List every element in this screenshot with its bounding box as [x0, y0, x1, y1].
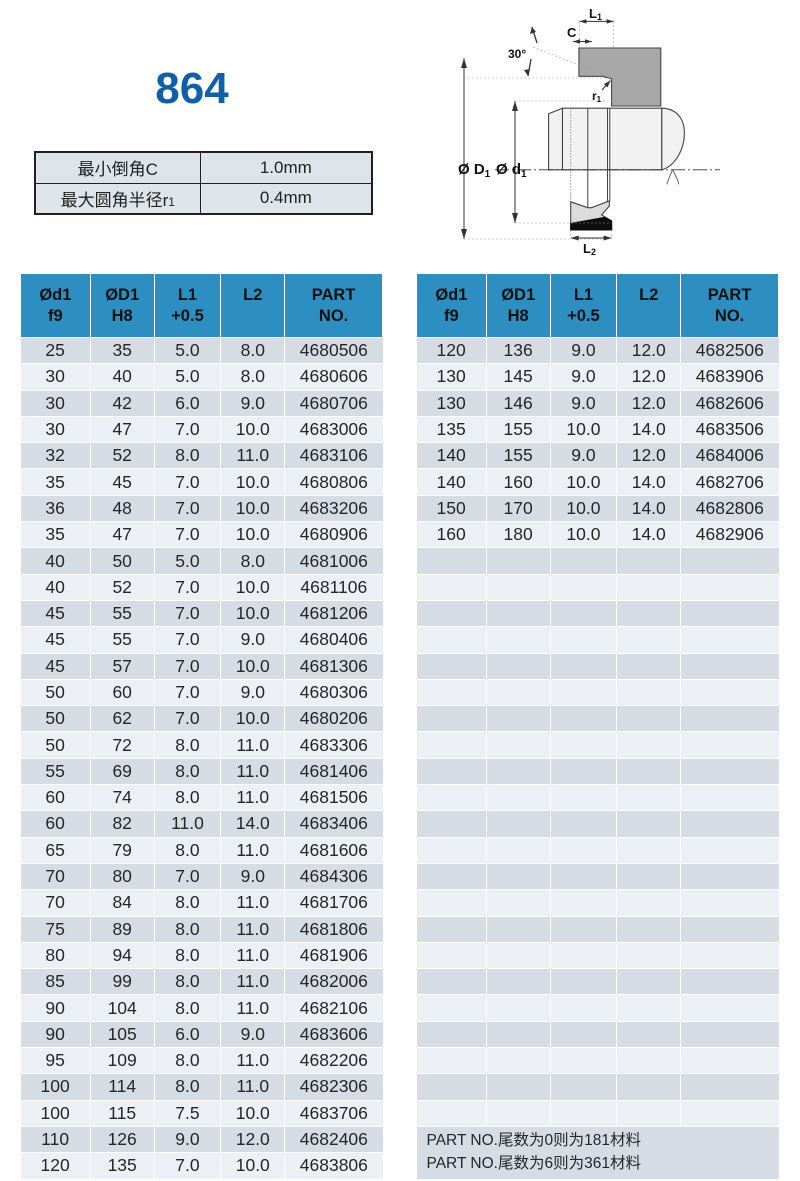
svg-text:C: C — [567, 25, 577, 40]
svg-text:r1: r1 — [592, 89, 602, 104]
svg-text:30°: 30° — [508, 47, 526, 61]
svg-text:L2: L2 — [583, 241, 596, 257]
svg-text:Ø D1: Ø D1 — [458, 161, 491, 180]
svg-text:L1: L1 — [589, 6, 602, 22]
svg-text:Ø d1: Ø d1 — [496, 161, 527, 180]
